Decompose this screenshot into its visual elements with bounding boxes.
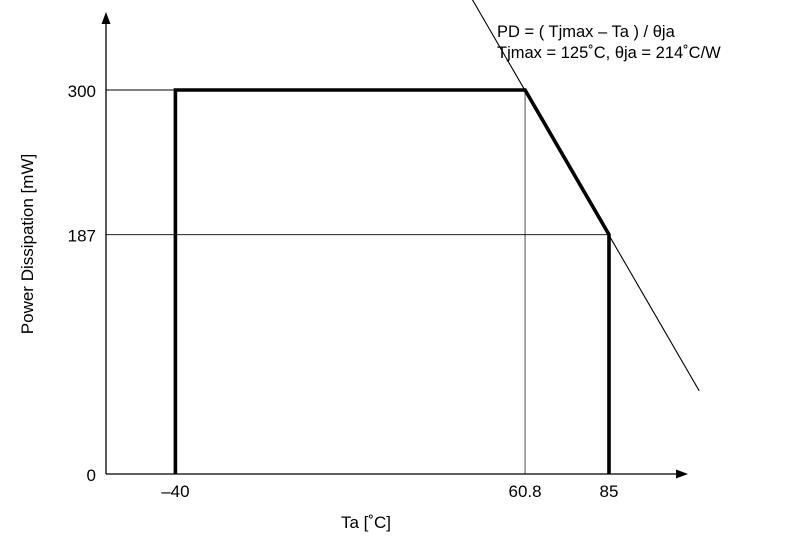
y-axis-arrow	[101, 12, 111, 24]
formula-line-1: PD = ( Tjmax – Ta ) / θja	[497, 23, 676, 41]
series-group	[173, 88, 611, 474]
x-tick-label: 85	[600, 482, 619, 501]
x-tick-label: 60.8	[509, 482, 542, 501]
formula-line-2: Tjmax = 125˚C, θja = 214˚C/W	[497, 44, 721, 62]
y-tick-label: 0	[87, 466, 96, 485]
y-tick-label: 300	[68, 82, 96, 101]
x-axis-title: Ta [˚C]	[341, 513, 391, 532]
power-dissipation-curve	[173, 88, 611, 474]
y-tick-label: 187	[68, 227, 96, 246]
y-tick-labels: 0 187 300	[68, 82, 96, 485]
x-tick-label: –40	[161, 482, 189, 501]
y-axis-title: Power Dissipation [mW]	[18, 154, 37, 334]
x-axis-arrow	[676, 469, 688, 479]
guide-lines	[106, 89, 609, 474]
x-tick-labels: –40 60.8 85	[161, 482, 618, 501]
